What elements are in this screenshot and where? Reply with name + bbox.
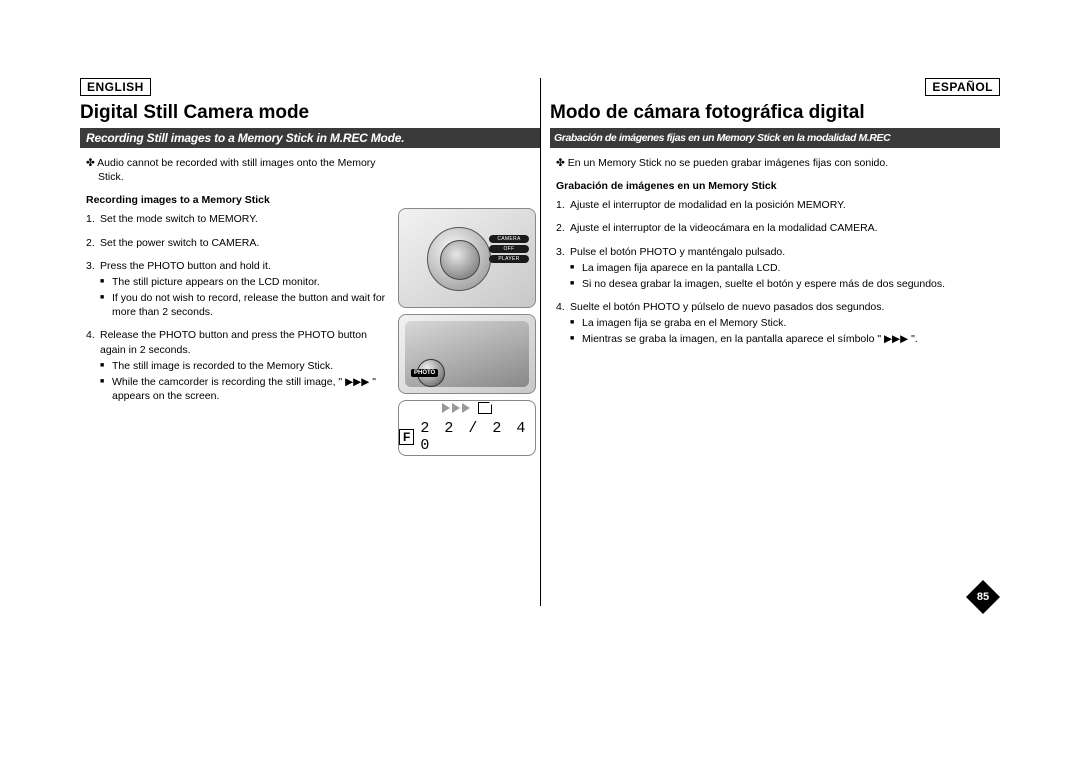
- bullet-item: Mientras se graba la imagen, en la panta…: [570, 332, 1000, 346]
- step-bullets: La imagen fija se graba en el Memory Sti…: [570, 316, 1000, 346]
- step-item: 4. Suelte el botón PHOTO y púlselo de nue…: [556, 300, 1000, 347]
- step-item: 2. Ajuste el interruptor de la videocámar…: [556, 221, 1000, 235]
- bullet-item: Si no desea grabar la imagen, suelte el …: [570, 277, 1000, 291]
- page-number-badge: 85: [966, 580, 1000, 614]
- f-box: F: [399, 429, 414, 445]
- left-column: ENGLISH Digital Still Camera mode Record…: [80, 78, 540, 628]
- title-right: Modo de cámara fotográfica digital: [550, 102, 1000, 124]
- page-number: 85: [977, 591, 989, 603]
- counter-row: F 2 2 / 2 4 0: [399, 420, 535, 454]
- bullet-item: While the camcorder is recording the sti…: [100, 375, 390, 403]
- steps-right: 1. Ajuste el interruptor de modalidad en …: [556, 198, 1000, 346]
- step-item: 2. Set the power switch to CAMERA.: [86, 236, 390, 250]
- step-text: Pulse el botón PHOTO y manténgalo pulsad…: [570, 246, 785, 258]
- step-text: Press the PHOTO button and hold it.: [100, 260, 271, 272]
- figure-photo-button: PHOTO: [398, 314, 536, 394]
- chip-off: OFF: [489, 245, 529, 253]
- step-text: Ajuste el interruptor de la videocámara …: [570, 222, 878, 234]
- step-item: 1. Set the mode switch to MEMORY.: [86, 212, 390, 226]
- step-number: 2.: [86, 236, 95, 250]
- memory-card-icon: [478, 402, 492, 414]
- recording-indicator-icon: [442, 402, 492, 414]
- lang-label-espanol: ESPAÑOL: [925, 78, 1000, 96]
- step-item: 1. Ajuste el interruptor de modalidad en …: [556, 198, 1000, 212]
- step-number: 3.: [556, 245, 565, 259]
- steps-left: 1. Set the mode switch to MEMORY. 2. Set th…: [86, 212, 390, 403]
- step-number: 1.: [86, 212, 95, 226]
- banner-right: Grabación de imágenes fijas en un Memory…: [550, 128, 1000, 148]
- figure-lcd-counter: F 2 2 / 2 4 0: [398, 400, 536, 456]
- figure-mode-dial: CAMERA OFF PLAYER: [398, 208, 536, 308]
- right-column: ESPAÑOL Modo de cámara fotográfica digit…: [540, 78, 1000, 628]
- step-text: Ajuste el interruptor de modalidad en la…: [570, 199, 846, 211]
- step-number: 3.: [86, 259, 95, 273]
- subhead-left: Recording images to a Memory Stick: [86, 194, 390, 206]
- bullet-item: The still image is recorded to the Memor…: [100, 359, 390, 373]
- content-right: En un Memory Stick no se pueden grabar i…: [540, 156, 1000, 347]
- step-number: 4.: [556, 300, 565, 314]
- chip-player: PLAYER: [489, 255, 529, 263]
- counter-text: 2 2 / 2 4 0: [420, 420, 535, 454]
- banner-left: Recording Still images to a Memory Stick…: [80, 128, 540, 148]
- photo-label: PHOTO: [411, 369, 438, 377]
- mode-chip-stack: CAMERA OFF PLAYER: [489, 235, 529, 263]
- subhead-right: Grabación de imágenes en un Memory Stick: [556, 180, 1000, 192]
- bullet-item: La imagen fija aparece en la pantalla LC…: [570, 261, 1000, 275]
- step-number: 2.: [556, 221, 565, 235]
- step-item: 3. Press the PHOTO button and hold it. The…: [86, 259, 390, 320]
- step-text: Release the PHOTO button and press the P…: [100, 329, 367, 355]
- title-left: Digital Still Camera mode: [80, 102, 540, 124]
- dial-icon: [427, 227, 491, 291]
- manual-page: ENGLISH Digital Still Camera mode Record…: [80, 78, 1000, 628]
- note-left: Audio cannot be recorded with still imag…: [98, 156, 386, 184]
- step-text: Suelte el botón PHOTO y púlselo de nuevo…: [570, 301, 884, 313]
- note-right: En un Memory Stick no se pueden grabar i…: [568, 156, 996, 170]
- figure-stack: CAMERA OFF PLAYER PHOTO F 2 2 / 2 4 0: [398, 208, 538, 462]
- step-bullets: La imagen fija aparece en la pantalla LC…: [570, 261, 1000, 291]
- step-text: Set the power switch to CAMERA.: [100, 237, 259, 249]
- lang-label-english: ENGLISH: [80, 78, 151, 96]
- step-number: 1.: [556, 198, 565, 212]
- bullet-item: If you do not wish to record, release th…: [100, 291, 390, 319]
- bullet-item: La imagen fija se graba en el Memory Sti…: [570, 316, 1000, 330]
- bullet-item: The still picture appears on the LCD mon…: [100, 275, 390, 289]
- step-item: 4. Release the PHOTO button and press the…: [86, 328, 390, 403]
- step-bullets: The still image is recorded to the Memor…: [100, 359, 390, 404]
- step-number: 4.: [86, 328, 95, 342]
- step-item: 3. Pulse el botón PHOTO y manténgalo puls…: [556, 245, 1000, 292]
- chip-camera: CAMERA: [489, 235, 529, 243]
- step-text: Set the mode switch to MEMORY.: [100, 213, 258, 225]
- step-bullets: The still picture appears on the LCD mon…: [100, 275, 390, 320]
